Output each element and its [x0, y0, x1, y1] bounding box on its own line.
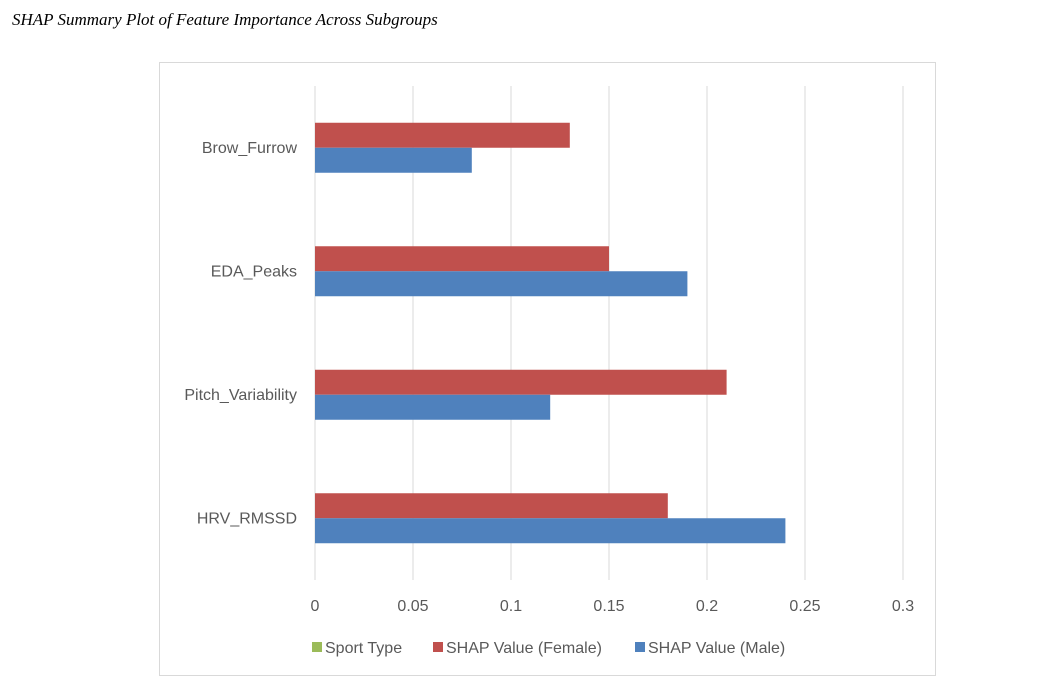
bars	[315, 122, 786, 544]
legend-swatch	[312, 642, 322, 652]
category-label: Pitch_Variability	[184, 387, 297, 404]
bar-eda-peaks-series-2	[315, 271, 688, 297]
x-tick-label: 0.3	[892, 598, 914, 615]
category-label: EDA_Peaks	[211, 263, 297, 280]
bar-hrv-rmssd-series-2	[315, 518, 786, 544]
legend-swatch	[433, 642, 443, 652]
bar-brow-furrow-series-2	[315, 147, 472, 173]
legend: Sport Type SHAP Value (Female) SHAP Value …	[312, 640, 785, 657]
x-tick-label: 0.2	[696, 598, 718, 615]
legend-swatch	[635, 642, 645, 652]
x-tick-label: 0.1	[500, 598, 522, 615]
bar-eda-peaks-series-1	[315, 246, 609, 272]
category-label: Brow_Furrow	[202, 140, 298, 157]
legend-label: SHAP Value (Male)	[648, 640, 785, 657]
legend-label: Sport Type	[325, 640, 402, 657]
category-label: HRV_RMSSD	[197, 510, 297, 527]
x-tick-label: 0.05	[397, 598, 428, 615]
axis: 0 0.05 0.1 0.15 0.2 0.25 0.3 Brow_Furrow EDA_Pea…	[184, 140, 914, 615]
bar-brow-furrow-series-1	[315, 122, 570, 148]
x-tick-label: 0	[311, 598, 320, 615]
x-tick-label: 0.25	[789, 598, 820, 615]
figure-caption: SHAP Summary Plot of Feature Importance …	[12, 10, 438, 29]
x-tick-label: 0.15	[593, 598, 624, 615]
bar-pitch-variability-series-1	[315, 369, 727, 395]
bar-hrv-rmssd-series-1	[315, 493, 668, 519]
legend-label: SHAP Value (Female)	[446, 640, 602, 657]
bar-pitch-variability-series-2	[315, 394, 551, 420]
chart-frame	[159, 62, 936, 676]
